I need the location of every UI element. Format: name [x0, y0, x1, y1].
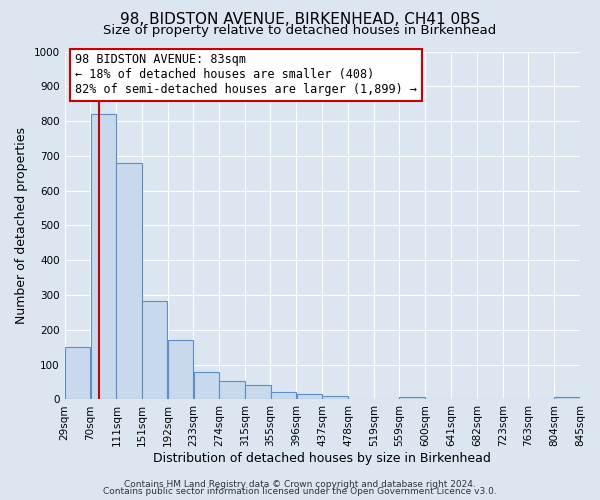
- Text: Contains HM Land Registry data © Crown copyright and database right 2024.: Contains HM Land Registry data © Crown c…: [124, 480, 476, 489]
- Bar: [245, 385, 271, 400]
- Text: Size of property relative to detached houses in Birkenhead: Size of property relative to detached ho…: [103, 24, 497, 37]
- Bar: [554, 397, 580, 400]
- Bar: [400, 396, 425, 400]
- Bar: [194, 372, 219, 400]
- Bar: [116, 163, 142, 400]
- Bar: [65, 348, 90, 400]
- Bar: [142, 301, 167, 400]
- X-axis label: Distribution of detached houses by size in Birkenhead: Distribution of detached houses by size …: [154, 452, 491, 465]
- Y-axis label: Number of detached properties: Number of detached properties: [15, 127, 28, 324]
- Text: 98 BIDSTON AVENUE: 83sqm
← 18% of detached houses are smaller (408)
82% of semi-: 98 BIDSTON AVENUE: 83sqm ← 18% of detach…: [75, 53, 417, 96]
- Bar: [91, 114, 116, 400]
- Bar: [167, 340, 193, 400]
- Bar: [296, 394, 322, 400]
- Bar: [220, 381, 245, 400]
- Text: Contains public sector information licensed under the Open Government Licence v3: Contains public sector information licen…: [103, 488, 497, 496]
- Text: 98, BIDSTON AVENUE, BIRKENHEAD, CH41 0BS: 98, BIDSTON AVENUE, BIRKENHEAD, CH41 0BS: [120, 12, 480, 28]
- Bar: [271, 392, 296, 400]
- Bar: [322, 396, 348, 400]
